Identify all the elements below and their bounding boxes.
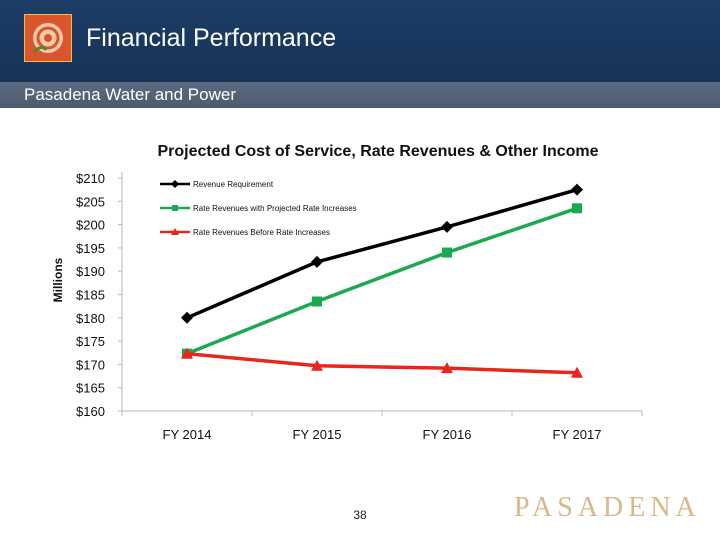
series-line-0	[186, 187, 578, 320]
y-tick-label: $175	[76, 334, 105, 349]
data-point-0	[181, 311, 193, 324]
data-point-0	[311, 255, 323, 268]
legend-marker	[171, 228, 179, 235]
brand-wordmark: PASADENA	[514, 492, 701, 522]
subtitle-bar	[0, 82, 720, 108]
data-point-1	[572, 203, 582, 214]
data-point-1	[442, 247, 452, 258]
data-point-2	[571, 366, 583, 378]
y-tick-label: $160	[76, 404, 105, 419]
y-tick-label: $205	[76, 194, 105, 209]
y-tick-label: $180	[76, 311, 105, 326]
slide-title: Financial Performance	[86, 24, 337, 52]
series-line-2	[186, 351, 578, 375]
data-point-2	[181, 347, 193, 359]
x-tick-label: FY 2016	[423, 427, 472, 442]
chart-title: Projected Cost of Service, Rate Revenues…	[157, 143, 598, 160]
data-point-2	[441, 362, 453, 374]
x-tick-label: FY 2014	[163, 427, 212, 442]
line-chart: Projected Cost of Service, Rate Revenues…	[51, 143, 643, 442]
y-tick-label: $195	[76, 241, 105, 256]
x-tick-label: FY 2017	[553, 427, 602, 442]
y-tick-label: $200	[76, 218, 105, 233]
slide-subtitle: Pasadena Water and Power	[24, 85, 236, 104]
legend-label: Rate Revenues Before Rate Increases	[193, 228, 330, 237]
y-tick-label: $185	[76, 288, 105, 303]
y-tick-label: $165	[76, 381, 105, 396]
pasadena-brand: PASADENA	[514, 492, 701, 522]
legend-label: Rate Revenues with Projected Rate Increa…	[193, 204, 357, 213]
legend-marker	[171, 180, 179, 188]
y-tick-label: $210	[76, 171, 105, 186]
y-axis-label: Millions	[51, 257, 65, 302]
page-number: 38	[353, 508, 367, 522]
legend-marker	[172, 205, 178, 211]
data-point-1	[312, 296, 322, 307]
data-point-0	[571, 183, 583, 196]
y-tick-label: $190	[76, 264, 105, 279]
rose-logo-icon	[24, 14, 72, 62]
slide-header	[0, 0, 720, 82]
legend-label: Revenue Requirement	[193, 180, 274, 189]
x-tick-label: FY 2015	[293, 427, 342, 442]
y-tick-label: $170	[76, 357, 105, 372]
data-point-2	[311, 359, 323, 371]
series-line-1	[186, 206, 578, 356]
data-point-0	[441, 220, 453, 233]
